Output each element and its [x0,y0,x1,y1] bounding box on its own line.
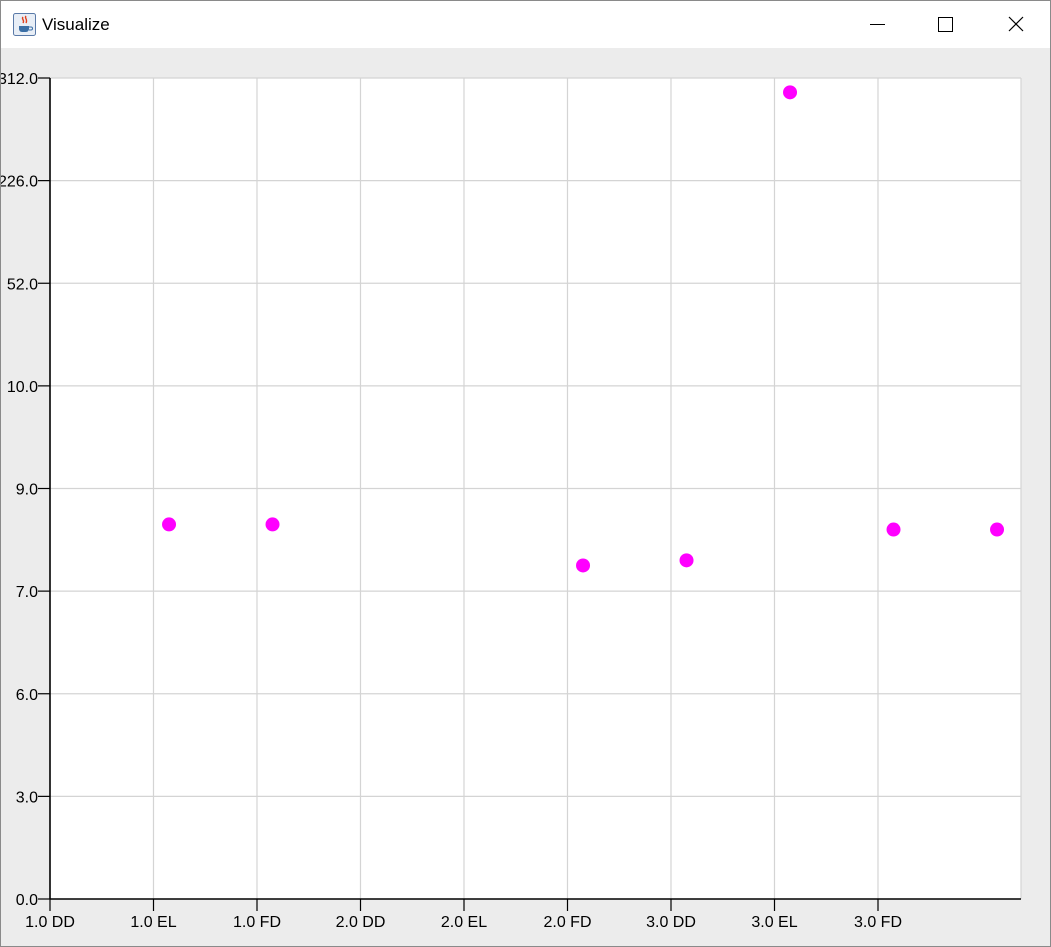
data-point[interactable] [576,558,591,573]
y-tick-label: 9.0 [16,482,38,499]
close-icon [1008,16,1024,32]
plot-area: 0.0 3.0 6.0 7.0 9.0 10.0 52.0 226.0 312.0 1.0 DD… [1,48,1050,946]
x-tick-label: 3.0 FD [854,914,902,931]
window-title: Visualize [42,15,110,34]
maximize-icon [938,17,953,32]
x-tick-label: 2.0 FD [543,914,591,931]
data-point[interactable] [783,85,798,100]
data-point[interactable] [886,522,901,537]
x-tick-label: 2.0 EL [441,914,487,931]
data-point[interactable] [990,522,1005,537]
minimize-icon [870,24,885,25]
title-bar[interactable]: Visualize [1,1,1050,48]
y-axis-ticks: 0.0 3.0 6.0 7.0 9.0 10.0 52.0 226.0 312.0 [1,71,50,909]
java-cup-icon [13,13,36,36]
data-point[interactable] [162,517,177,532]
y-tick-label: 7.0 [16,584,38,601]
x-tick-label: 3.0 EL [751,914,797,931]
y-tick-label: 226.0 [1,174,38,191]
data-point[interactable] [679,553,694,568]
data-points [162,85,1005,573]
x-tick-label: 3.0 DD [646,914,696,931]
x-axis-ticks: 1.0 DD 1.0 EL 1.0 FD 2.0 DD 2.0 EL 2.0 FD 3.0 … [25,899,902,931]
y-tick-label: 0.0 [16,892,38,909]
minimize-button[interactable] [842,1,911,48]
x-tick-label: 2.0 DD [336,914,386,931]
close-button[interactable] [980,1,1049,48]
data-point[interactable] [265,517,280,532]
maximize-button[interactable] [911,1,980,48]
grid-lines [50,77,1022,899]
x-tick-label: 1.0 FD [233,914,281,931]
x-tick-label: 1.0 DD [25,914,75,931]
y-tick-label: 6.0 [16,687,38,704]
y-tick-label: 52.0 [7,276,38,293]
y-tick-label: 3.0 [16,789,38,806]
y-tick-label: 312.0 [1,71,38,88]
scatter-chart: 0.0 3.0 6.0 7.0 9.0 10.0 52.0 226.0 312.0 1.0 DD… [1,71,1022,931]
y-tick-label: 10.0 [7,379,38,396]
x-tick-label: 1.0 EL [130,914,176,931]
